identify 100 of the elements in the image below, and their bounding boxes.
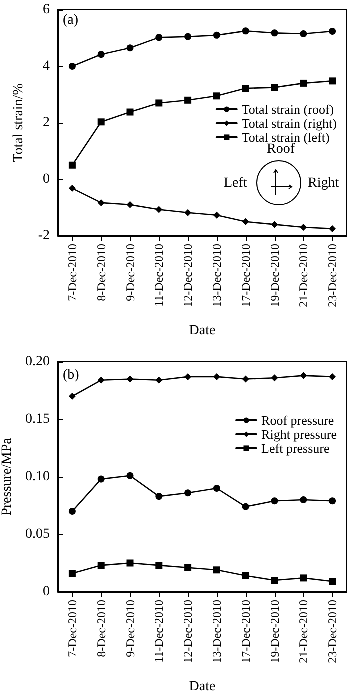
point xyxy=(213,212,220,219)
point xyxy=(242,503,250,510)
x-tick-label: 8-Dec-2010 xyxy=(94,244,108,302)
point xyxy=(126,44,134,52)
point xyxy=(213,92,220,100)
legend-label: Right pressure xyxy=(262,427,338,442)
point xyxy=(329,578,336,586)
point xyxy=(156,206,163,214)
y-tick-label: 6 xyxy=(43,2,50,18)
annotation: (b) xyxy=(63,368,80,384)
x-tick-label: 11-Dec-2010 xyxy=(152,600,166,663)
x-axis-title: Date xyxy=(189,680,216,694)
legend-label: Total strain (roof) xyxy=(242,102,334,117)
point xyxy=(271,577,278,584)
point xyxy=(300,372,308,380)
point xyxy=(156,493,163,500)
point xyxy=(271,84,278,92)
x-tick-label: 23-Dec-2010 xyxy=(326,600,340,664)
point xyxy=(242,85,250,92)
point xyxy=(242,28,250,35)
point xyxy=(68,508,76,515)
legend-label: Left pressure xyxy=(262,441,330,456)
point xyxy=(98,51,105,58)
point xyxy=(126,560,134,567)
x-tick-label: 21-Dec-2010 xyxy=(296,600,311,664)
x-tick-label: 12-Dec-2010 xyxy=(181,600,196,664)
point xyxy=(213,485,220,492)
point xyxy=(184,209,192,216)
point xyxy=(329,28,336,35)
y-tick-label: 4 xyxy=(43,59,50,74)
annotation: Left xyxy=(224,176,248,192)
y-tick-label: 0 xyxy=(43,584,50,600)
point xyxy=(300,80,308,87)
point xyxy=(98,118,105,126)
y-tick-label: -2 xyxy=(38,228,50,244)
point xyxy=(300,574,308,582)
point xyxy=(242,376,250,383)
point xyxy=(242,218,250,226)
point xyxy=(329,373,336,380)
point xyxy=(126,472,134,480)
point xyxy=(184,490,192,497)
point xyxy=(271,374,278,382)
point xyxy=(68,63,76,70)
point xyxy=(300,30,308,38)
x-tick-label: 23-Dec-2010 xyxy=(326,244,340,308)
point xyxy=(156,34,163,42)
point xyxy=(156,562,163,570)
point xyxy=(300,496,308,504)
annotation: (a) xyxy=(63,13,79,29)
point xyxy=(156,376,163,384)
y-tick-label: 0.15 xyxy=(26,412,50,427)
x-tick-label: 12-Dec-2010 xyxy=(181,244,196,308)
annotation: Right xyxy=(308,176,340,192)
point xyxy=(68,185,76,192)
y-axis-title: Total strain/% xyxy=(12,83,26,162)
point xyxy=(68,162,76,169)
x-tick-label: 11-Dec-2010 xyxy=(152,244,166,307)
point xyxy=(329,225,336,232)
point xyxy=(300,224,308,232)
point xyxy=(184,33,192,40)
x-tick-label: 19-Dec-2010 xyxy=(268,244,282,308)
point xyxy=(98,562,105,570)
x-tick-label: 17-Dec-2010 xyxy=(238,600,253,664)
y-tick-label: 2 xyxy=(43,116,50,130)
point xyxy=(271,221,278,228)
x-axis-title: Date xyxy=(189,324,216,338)
annotation: Roof xyxy=(267,142,295,158)
y-tick-label: 0.20 xyxy=(26,354,50,370)
y-axis-title: Pressure/MPa xyxy=(0,437,16,516)
legend-label: Roof pressure xyxy=(262,413,334,428)
point xyxy=(126,201,134,208)
point xyxy=(184,564,192,572)
point xyxy=(68,570,76,578)
point xyxy=(98,199,105,206)
x-tick-label: 17-Dec-2010 xyxy=(238,244,253,308)
x-tick-label: 7-Dec-2010 xyxy=(65,600,80,658)
point xyxy=(98,376,105,384)
point xyxy=(184,373,192,380)
x-tick-label: 9-Dec-2010 xyxy=(123,244,138,302)
legend-label: Total strain (right) xyxy=(242,116,338,131)
y-tick-label: 0.05 xyxy=(26,527,50,542)
x-tick-label: 8-Dec-2010 xyxy=(94,600,108,658)
point xyxy=(329,78,336,85)
point xyxy=(126,108,134,116)
point xyxy=(156,100,163,107)
point xyxy=(329,498,336,505)
point xyxy=(68,393,76,400)
y-tick-label: 0.10 xyxy=(26,470,50,484)
x-tick-label: 13-Dec-2010 xyxy=(210,244,224,308)
point xyxy=(213,373,220,380)
point xyxy=(213,32,220,39)
point xyxy=(271,498,278,505)
x-tick-label: 7-Dec-2010 xyxy=(65,244,80,302)
x-tick-label: 19-Dec-2010 xyxy=(268,600,282,664)
point xyxy=(242,572,250,580)
y-tick-label: 0 xyxy=(43,172,50,187)
x-tick-label: 9-Dec-2010 xyxy=(123,600,138,658)
point xyxy=(271,30,278,37)
point xyxy=(184,96,192,104)
point xyxy=(98,476,105,483)
